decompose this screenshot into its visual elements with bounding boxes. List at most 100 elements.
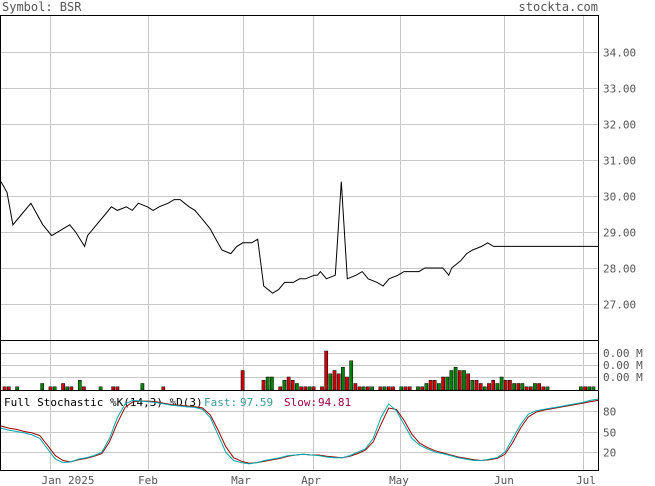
stochastic-panel: Full Stochastic %K(14,3) %D(3) Fast: 97.… — [0, 390, 616, 471]
volume-bar — [353, 383, 358, 391]
volume-bar — [311, 386, 316, 391]
volume-bar — [466, 373, 470, 391]
volume-bar — [457, 370, 462, 391]
volume-y-tick-label: 0.00 M — [603, 359, 643, 372]
volume-bar — [278, 386, 283, 391]
volume-bar — [336, 373, 341, 391]
volume-bars — [2, 350, 596, 391]
stochastic-y-tick-label: 80 — [603, 406, 616, 419]
volume-bar — [345, 376, 349, 391]
volume-bar — [524, 386, 529, 391]
x-axis-labels: Jan 2025 Feb Mar Apr May Jun Jul — [42, 474, 596, 486]
volume-bar — [61, 383, 65, 391]
volume-bar — [520, 383, 525, 391]
volume-bar — [583, 386, 587, 391]
volume-bar — [424, 383, 429, 391]
volume-bar — [386, 386, 391, 391]
volume-bar — [40, 383, 45, 391]
stochastic-frame — [0, 390, 599, 471]
volume-bar — [587, 386, 592, 391]
volume-bar — [295, 383, 299, 391]
volume-bar — [290, 380, 295, 391]
volume-bar — [332, 370, 337, 391]
x-tick-label: Jun — [494, 474, 514, 486]
volume-bar — [391, 386, 395, 391]
volume-bar — [265, 376, 270, 391]
stochastic-fast-line — [0, 398, 599, 465]
volume-bar — [303, 386, 308, 391]
volume-bar — [499, 376, 504, 391]
volume-bar — [52, 386, 57, 391]
price-y-tick-label: 27.00 — [603, 299, 636, 312]
volume-bar — [420, 386, 425, 391]
volume-bar — [324, 350, 329, 391]
volume-bar — [591, 386, 596, 391]
site-watermark: stockta.com — [519, 0, 598, 14]
volume-bar — [503, 380, 508, 391]
price-grid — [1, 16, 598, 340]
symbol-label: Symbol: BSR — [2, 0, 82, 14]
volume-bar — [541, 386, 546, 391]
volume-panel: 0.00 M0.00 M0.00 M — [0, 340, 643, 391]
volume-bar — [407, 386, 412, 391]
x-tick-label: Feb — [138, 474, 158, 486]
volume-bar — [320, 386, 324, 391]
stochastic-y-tick-label: 20 — [603, 447, 616, 460]
x-tick-label: Apr — [301, 474, 321, 486]
volume-bar — [445, 376, 450, 391]
x-tick-label: Jul — [576, 474, 596, 486]
volume-bar — [545, 386, 550, 391]
volume-bar — [299, 386, 303, 391]
volume-y-ticks: 0.00 M0.00 M0.00 M — [603, 347, 643, 384]
volume-bar — [261, 380, 266, 391]
volume-bar — [495, 383, 500, 391]
volume-bar — [378, 386, 383, 391]
volume-bar — [516, 383, 521, 391]
price-frame — [0, 15, 599, 341]
volume-bar — [403, 386, 408, 391]
volume-bar — [286, 376, 291, 391]
volume-bar — [366, 386, 370, 391]
volume-bar — [2, 386, 7, 391]
volume-bar — [512, 383, 516, 391]
slow-value: 94.81 — [318, 396, 351, 409]
volume-bar — [470, 380, 475, 391]
volume-bar — [270, 376, 274, 391]
slow-label: Slow: — [284, 396, 317, 409]
volume-bar — [361, 386, 366, 391]
volume-bar — [399, 386, 404, 391]
volume-bar — [161, 386, 166, 391]
volume-bar — [437, 383, 441, 391]
volume-bar — [449, 370, 454, 391]
volume-bar — [528, 386, 533, 391]
volume-bar — [453, 367, 458, 391]
x-tick-label: Mar — [231, 474, 251, 486]
price-y-tick-label: 31.00 — [603, 155, 636, 168]
volume-bar — [478, 383, 483, 391]
volume-bar — [282, 380, 287, 391]
volume-bar — [115, 386, 120, 391]
volume-bar — [537, 383, 541, 391]
volume-bar — [491, 380, 496, 391]
volume-bar — [65, 386, 70, 391]
volume-bar — [15, 386, 19, 391]
volume-bar — [428, 380, 433, 391]
volume-bar — [370, 386, 374, 391]
price-line — [0, 181, 598, 294]
volume-bar — [533, 383, 537, 391]
volume-bar — [98, 386, 103, 391]
volume-bar — [48, 386, 53, 391]
volume-bar — [69, 386, 74, 391]
volume-grid — [1, 341, 598, 390]
volume-bar — [579, 386, 583, 391]
volume-y-tick-label: 0.00 M — [603, 371, 643, 384]
price-y-tick-label: 32.00 — [603, 119, 636, 132]
price-y-tick-label: 33.00 — [603, 83, 636, 96]
volume-bar — [140, 383, 145, 391]
price-y-tick-label: 34.00 — [603, 47, 636, 60]
volume-bar — [341, 367, 345, 391]
volume-bar — [240, 370, 245, 391]
volume-bar — [82, 386, 86, 391]
price-y-tick-label: 29.00 — [603, 227, 636, 240]
